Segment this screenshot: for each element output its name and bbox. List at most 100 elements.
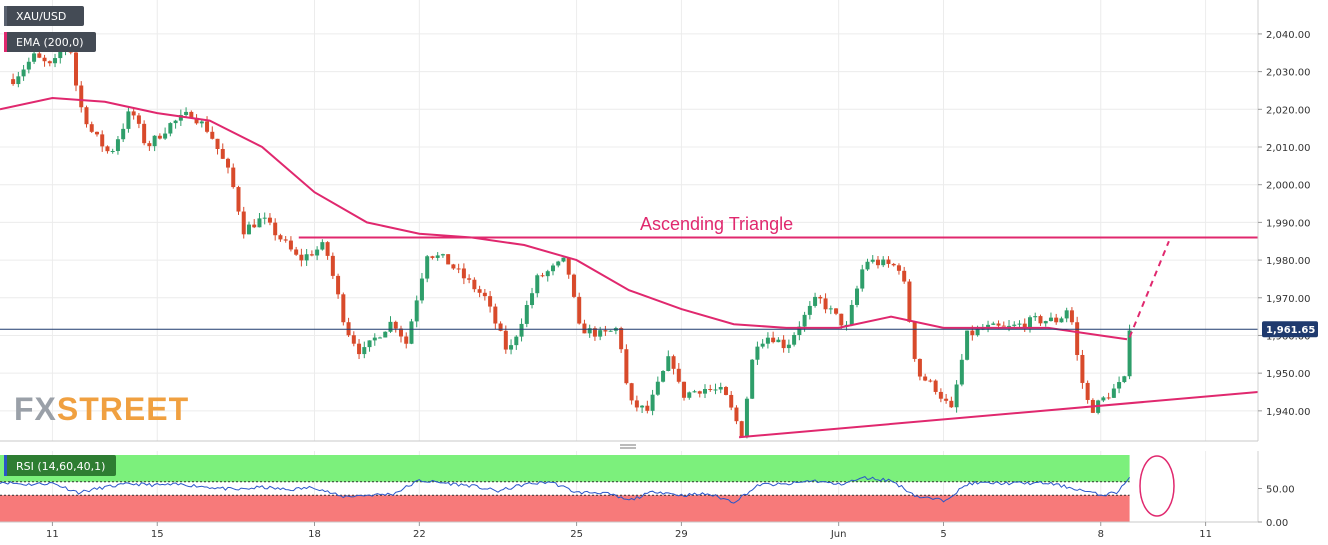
candle-body: [294, 249, 299, 255]
time-tick-label: 8: [1098, 529, 1104, 540]
time-tick-label: 5: [940, 529, 946, 540]
time-axis: 11 15 18 22 25 29 Jun 5 8 11: [46, 522, 1212, 540]
rsi-oversold-zone: [0, 495, 1130, 522]
candle-body: [1038, 316, 1043, 324]
candle-body: [818, 296, 823, 299]
candle-body: [855, 288, 860, 305]
price-tick-label: 2,040.00: [1266, 30, 1311, 41]
candle-body: [173, 120, 178, 124]
candle-body: [703, 389, 708, 394]
candle-body: [346, 322, 351, 336]
candle-body: [304, 254, 309, 261]
candle-body: [74, 52, 79, 86]
candle-body: [419, 278, 424, 301]
time-tick-label: 25: [570, 529, 583, 540]
support-trendline: [738, 391, 1259, 439]
candle-body: [283, 239, 288, 241]
candle-body: [561, 257, 566, 262]
candle-body: [860, 269, 865, 289]
legend-rsi[interactable]: RSI (14,60,40,1): [4, 455, 116, 476]
candle-body: [608, 330, 613, 332]
candle-body: [713, 389, 718, 391]
candle-body: [257, 218, 262, 228]
candle-body: [288, 240, 293, 250]
candle-body: [917, 358, 922, 377]
rsi-highlight-circle: [1139, 455, 1175, 517]
price-tick-label: 1,990.00: [1266, 218, 1311, 229]
candle-body: [750, 359, 755, 399]
candle-body: [1022, 323, 1027, 329]
candle-body: [456, 268, 461, 270]
candle-body: [89, 124, 94, 132]
candle-body: [226, 158, 231, 168]
candle-body: [252, 224, 257, 228]
candle-body: [776, 339, 781, 343]
candle-body: [765, 337, 770, 344]
candle-body: [267, 217, 272, 223]
candle-body: [1054, 317, 1059, 323]
candle-body: [655, 381, 660, 395]
candle-body: [1106, 397, 1111, 399]
candle-body: [1007, 325, 1012, 327]
candle-body: [241, 211, 246, 235]
price-tick-label: 1,980.00: [1266, 256, 1311, 267]
candle-body: [273, 222, 278, 236]
legend-ema-label: EMA (200,0): [16, 36, 84, 49]
candle-body: [875, 259, 880, 266]
legend-symbol[interactable]: XAU/USD: [4, 6, 84, 26]
candle-body: [566, 257, 571, 275]
candle-body: [498, 323, 503, 331]
price-axis: 1,940.001,950.001,960.001,970.001,980.00…: [1258, 30, 1311, 418]
candle-body: [519, 323, 524, 337]
candle-body: [1001, 325, 1006, 327]
legend-ema[interactable]: EMA (200,0): [4, 32, 96, 52]
time-tick-label: 29: [675, 529, 688, 540]
candle-body: [152, 135, 157, 147]
candle-body: [870, 259, 875, 262]
candle-body: [84, 107, 89, 125]
candle-body: [886, 259, 891, 264]
pane-resize-handle[interactable]: [618, 443, 638, 449]
candle-body: [828, 308, 833, 310]
candle-body: [115, 139, 120, 152]
candle-body: [582, 323, 587, 334]
candle-body: [687, 392, 692, 398]
candle-body: [53, 58, 58, 64]
candle-body: [315, 249, 320, 256]
price-tick-label: 2,020.00: [1266, 105, 1311, 116]
candle-body: [556, 261, 561, 266]
candle-body: [435, 255, 440, 258]
candle-body: [723, 387, 728, 395]
candle-body: [697, 391, 702, 394]
candle-body: [11, 79, 16, 85]
candle-body: [949, 400, 954, 408]
candle-body: [16, 76, 21, 85]
candle-body: [414, 300, 419, 322]
candle-body: [1012, 324, 1017, 326]
candle-body: [503, 330, 508, 350]
candle-body: [550, 265, 555, 272]
candle-body: [1101, 397, 1106, 401]
candle-body: [341, 294, 346, 323]
candle-body: [47, 61, 52, 64]
candle-body: [587, 328, 592, 334]
candle-body: [692, 391, 697, 393]
candle-body: [786, 344, 791, 349]
candle-body: [514, 336, 519, 346]
candle-body: [902, 270, 907, 282]
rsi-tick-label: 0.00: [1266, 518, 1288, 529]
candle-body: [907, 281, 912, 322]
candle-body: [959, 359, 964, 385]
candle-body: [797, 326, 802, 335]
candle-body: [215, 138, 220, 149]
candle-body: [598, 330, 603, 337]
candle-body: [1059, 318, 1064, 323]
candle-body: [991, 323, 996, 325]
candle-body: [383, 331, 388, 338]
candle-body: [189, 111, 194, 118]
candle-body: [708, 389, 713, 391]
candle-body: [330, 255, 335, 276]
candle-body: [398, 328, 403, 337]
candle-body: [718, 387, 723, 390]
candle-body: [954, 384, 959, 408]
